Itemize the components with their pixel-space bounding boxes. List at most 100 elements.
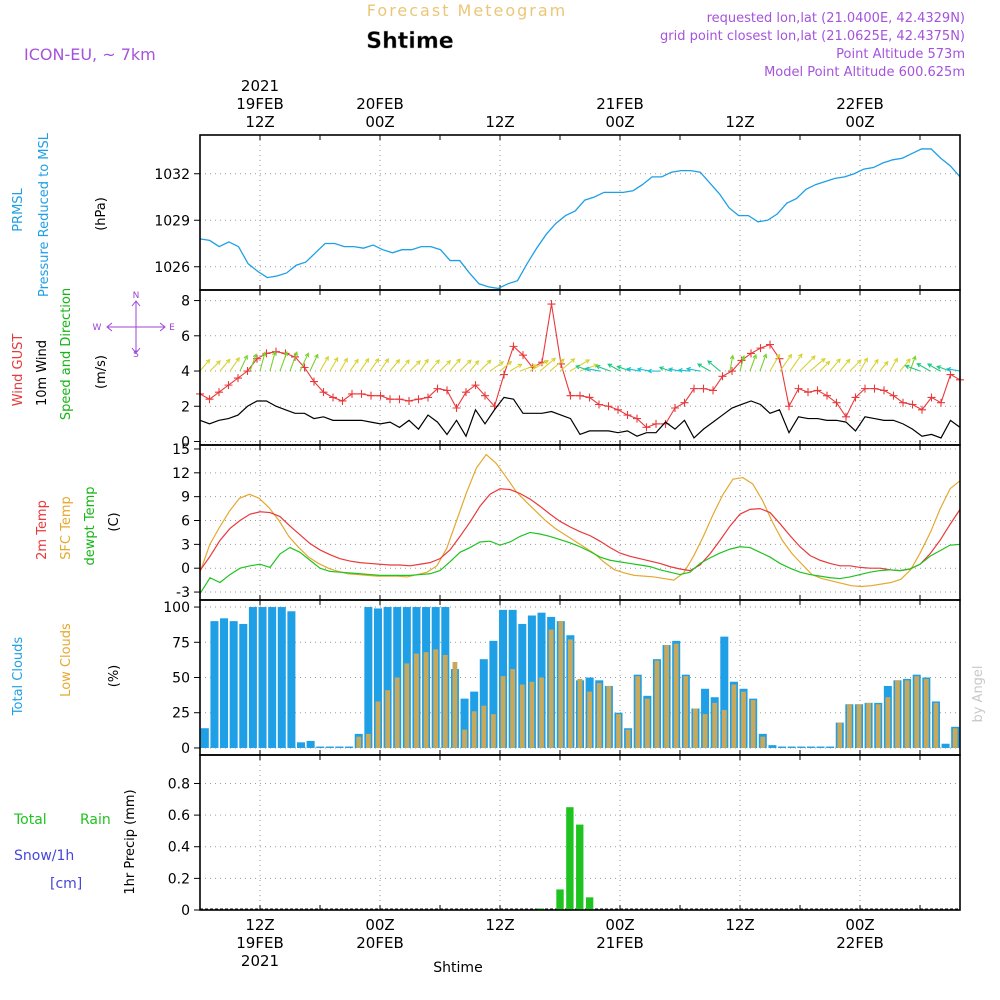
top-date-label: 21FEB <box>596 95 643 113</box>
gust-marker <box>899 398 907 407</box>
low-cloud-bar <box>654 660 660 748</box>
y-tick-label: 0 <box>181 741 190 757</box>
gust-marker <box>937 398 945 407</box>
total-cloud-bar <box>364 607 373 748</box>
precip-unit: 1hr Precip (mm) <box>123 789 138 894</box>
wind-direction-arrow <box>739 355 746 372</box>
bottom-date-label: 21FEB <box>596 934 643 952</box>
gust-marker <box>414 395 423 404</box>
wind-direction-arrow <box>667 367 681 373</box>
low-cloud-bar <box>558 621 564 748</box>
direction-label: Speed and Direction <box>59 288 74 420</box>
total-cloud-bar <box>297 742 306 748</box>
wind-direction-arrow <box>936 365 951 372</box>
sfc-label: SFC Temp <box>59 496 74 560</box>
low-cloud-bar <box>885 697 891 748</box>
low-cloud-bar <box>635 676 641 748</box>
low-cloud-bar <box>952 728 958 748</box>
wind-direction-arrow <box>909 355 917 372</box>
wind-direction-arrow <box>239 354 248 372</box>
wind-direction-arrow <box>419 358 429 372</box>
y-tick-label: 25 <box>172 706 190 722</box>
total-cloud-bar <box>720 636 729 748</box>
y-tick-label: 4 <box>181 364 190 380</box>
wind-direction-arrow <box>489 361 505 372</box>
y-tick-label: 0.4 <box>168 840 190 856</box>
y-tick-label: 0 <box>181 903 190 919</box>
gust-marker <box>234 374 242 383</box>
low-cloud-bar <box>385 690 390 748</box>
total-cloud-bar <box>345 746 354 748</box>
gust-marker <box>395 395 404 404</box>
low-cloud-bar <box>365 733 371 748</box>
total-cloud-bar <box>220 618 229 748</box>
total-cloud-bar <box>277 607 286 748</box>
gust-marker <box>348 389 356 398</box>
low-cloud-bar <box>577 678 583 748</box>
gust-marker <box>728 367 736 376</box>
wind-direction-arrow <box>349 358 359 372</box>
temp-unit: (C) <box>107 512 122 531</box>
gust-marker <box>424 393 432 402</box>
total-cloud-bar <box>383 607 392 748</box>
low-cloud-bar <box>404 663 410 748</box>
low-cloud-bar <box>741 691 746 748</box>
low-cloud-bar <box>923 678 929 748</box>
gust-marker <box>737 356 746 365</box>
low-cloud-bar <box>683 676 689 748</box>
wind-speed-line <box>199 396 961 439</box>
gust-marker <box>813 386 822 395</box>
gust-marker <box>680 398 689 407</box>
wind-direction-arrow <box>759 353 768 372</box>
top-date-label: 22FEB <box>836 95 883 113</box>
place-title: Shtime <box>366 29 453 54</box>
bottom-hour-label: 00Z <box>845 916 874 934</box>
wind-direction-arrow <box>369 357 380 372</box>
gust-marker <box>566 391 575 400</box>
wind-direction-arrow <box>379 358 390 372</box>
low-cloud-bar <box>491 714 496 748</box>
wind-direction-arrow <box>646 368 660 374</box>
low-cloud-bar <box>519 684 525 748</box>
wind-panel: 0 2 4 6 8 <box>181 290 964 450</box>
wind-direction-arrow <box>309 353 319 372</box>
low-cloud-bar <box>625 729 631 748</box>
temperature-panel: -3 0 3 6 9 12 15 <box>172 442 961 601</box>
wind-direction-arrow <box>339 357 348 372</box>
low-cloud-bar <box>616 714 621 748</box>
low-cloud-bar <box>510 669 516 748</box>
low-cloud-bar <box>664 645 669 748</box>
y-tick-label: 8 <box>181 294 190 310</box>
wind-direction-arrow <box>769 353 781 372</box>
top-year-label: 2021 <box>241 77 279 95</box>
wind-direction-arrow <box>904 364 921 372</box>
low-cloud-bar <box>471 711 477 748</box>
compass-arrows-icon <box>106 300 166 354</box>
gust-marker <box>756 344 765 353</box>
gust-marker <box>509 342 518 351</box>
total-cloud-bar <box>479 659 488 748</box>
y-tick-label: 15 <box>172 442 190 458</box>
precip-panel: 0 0.2 0.4 0.6 0.8 <box>168 755 960 919</box>
y-tick-label: 100 <box>163 600 190 616</box>
compass-n: N <box>133 291 140 301</box>
total-cloud-bar <box>797 746 806 748</box>
total-cloud-bar <box>768 745 777 748</box>
low-cloud-bar <box>731 684 737 748</box>
gust-marker <box>633 414 641 423</box>
bottom-year-label: 2021 <box>241 952 279 970</box>
gust-marker <box>471 381 480 390</box>
wind-direction-arrow <box>219 358 231 372</box>
wind-direction-arrow <box>209 360 221 372</box>
wind-direction-arrow <box>869 358 879 372</box>
gust-marker <box>671 404 679 413</box>
t2m-line <box>199 488 961 572</box>
total-cloud-bar <box>229 621 238 748</box>
y-tick-label: 1029 <box>154 213 190 229</box>
bottom-date-label: 20FEB <box>356 934 403 952</box>
clouds-panel: 0 25 50 75 100 <box>163 600 960 757</box>
wind-direction-arrow <box>707 360 721 372</box>
wind-direction-arrow <box>899 358 911 372</box>
gust-marker <box>481 391 489 400</box>
